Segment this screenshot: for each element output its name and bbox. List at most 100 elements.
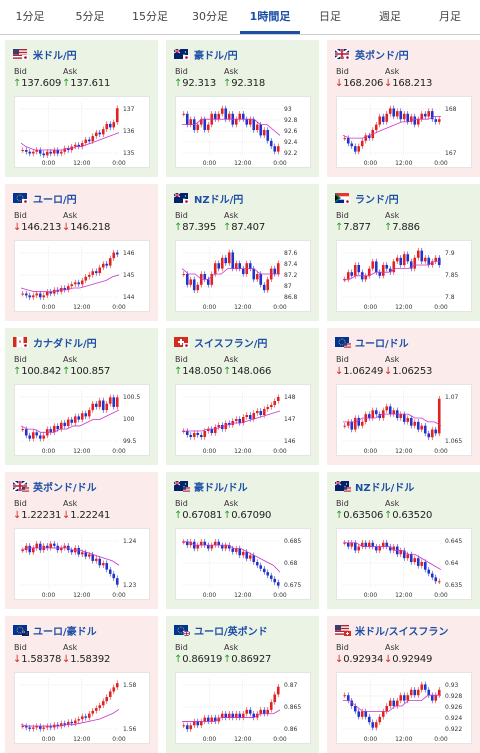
candle — [360, 542, 364, 547]
candle — [217, 113, 221, 120]
mini-chart[interactable]: 137 136 135 0:00 12:00 0:00 — [14, 96, 150, 168]
candle — [238, 713, 242, 718]
tab-2[interactable]: 15分足 — [132, 10, 168, 23]
mini-chart[interactable]: 0.645 0.64 0.635 0:00 12:00 0:00 — [336, 528, 472, 600]
rate-card[interactable]: 英ポンド/円 Bid Ask ↓168.206 ↓168.213 168 167 0… — [327, 40, 480, 177]
pair-name-link[interactable]: 米ドル/円 — [33, 50, 77, 62]
candle — [185, 431, 189, 435]
mini-chart[interactable]: 1.07 1.065 0:00 12:00 0:00 — [336, 384, 472, 456]
rate-card[interactable]: ユーロ/英ポンド Bid Ask ↑0.86919 ↑0.86927 0.87 0… — [166, 616, 319, 753]
y-tick-label: 136 — [123, 128, 135, 135]
mini-chart[interactable]: 168 167 0:00 12:00 0:00 — [336, 96, 472, 168]
candle — [388, 108, 392, 114]
candle — [213, 541, 217, 546]
pair-name-link[interactable]: 米ドル/スイスフラン — [355, 626, 449, 638]
x-tick-label: 0:00 — [364, 448, 378, 455]
candle — [399, 257, 403, 265]
y-tick-label: 1.23 — [123, 582, 137, 589]
tab-1[interactable]: 5分足 — [75, 10, 105, 23]
rate-card[interactable]: 米ドル/円 Bid Ask ↑137.609 ↑137.611 137 136 13… — [5, 40, 158, 177]
tab-4[interactable]: 1時間足 — [240, 0, 300, 34]
rate-card[interactable]: 米ドル/スイスフラン Bid Ask ↓0.92934 ↓0.92949 0.9… — [327, 616, 480, 753]
rate-card[interactable]: NZドル/円 Bid Ask ↑87.395 ↑87.407 87.6 87.4 8… — [166, 184, 319, 321]
pair-name-link[interactable]: ランド/円 — [355, 194, 399, 206]
rate-card[interactable]: ユーロ/円 Bid Ask ↓146.213 ↓146.218 146 145 14… — [5, 184, 158, 321]
rate-card[interactable]: 豪ドル/ドル Bid Ask ↑0.67081 ↑0.67090 0.685 0.… — [166, 472, 319, 609]
mini-chart[interactable]: 1.58 1.56 0:00 12:00 0:00 — [14, 672, 150, 744]
card-header: NZドル/円 — [174, 191, 244, 206]
rate-card[interactable]: ユーロ/豪ドル Bid Ask ↓1.58378 ↓1.58392 1.58 1.… — [5, 616, 158, 753]
candle — [70, 550, 74, 553]
pair-name-link[interactable]: カナダドル/円 — [33, 338, 97, 350]
eu-us-flag-icon — [335, 337, 351, 348]
x-tick-label: 0:00 — [42, 448, 56, 455]
rate-card[interactable]: カナダドル/円 Bid Ask ↑100.842 ↑100.857 100.5 1… — [5, 328, 158, 465]
pair-name-link[interactable]: NZドル/ドル — [355, 482, 415, 494]
mini-chart[interactable]: 146 145 144 0:00 12:00 0:00 — [14, 240, 150, 312]
candle — [73, 282, 77, 285]
rate-card[interactable]: 豪ドル/円 Bid Ask ↑92.313 ↑92.318 93 92.8 92.6… — [166, 40, 319, 177]
candle — [255, 124, 259, 130]
candle — [220, 108, 224, 114]
mini-chart[interactable]: 0.685 0.68 0.675 0:00 12:00 0:00 — [175, 528, 311, 600]
candle — [189, 435, 193, 437]
candle — [273, 694, 277, 703]
candle — [259, 709, 263, 714]
candle — [381, 711, 385, 717]
pair-name-link[interactable]: ユーロ/ドル — [355, 338, 409, 350]
candle — [66, 545, 70, 551]
pair-name-link[interactable]: 英ポンド/円 — [355, 50, 409, 62]
candlestick-chart: 0.93 0.928 0.926 0.924 0.922 0:00 12:00 0:00 — [343, 679, 462, 743]
candle — [416, 119, 420, 125]
tab-0[interactable]: 1分足 — [15, 10, 45, 23]
candle — [94, 403, 98, 407]
candle — [241, 113, 245, 120]
tab-3[interactable]: 30分足 — [192, 10, 228, 23]
mini-chart[interactable]: 1.24 1.23 0:00 12:00 0:00 — [14, 528, 150, 600]
candle — [406, 113, 410, 122]
tab-7[interactable]: 月足 — [439, 10, 461, 23]
tab-6[interactable]: 週足 — [379, 10, 401, 23]
pair-name-link[interactable]: スイスフラン/円 — [194, 338, 268, 350]
rate-card[interactable]: ランド/円 Bid Ask ↑7.877 ↑7.886 7.9 7.85 7.8 0:… — [327, 184, 480, 321]
candle — [73, 720, 77, 724]
candle — [105, 403, 109, 411]
candle — [371, 542, 375, 547]
mini-chart[interactable]: 0.87 0.865 0.86 0:00 12:00 0:00 — [175, 672, 311, 744]
mini-chart[interactable]: 87.6 87.4 87.2 87 86.8 0:00 12:00 0:00 — [175, 240, 311, 312]
x-tick-label: 0:00 — [434, 736, 448, 743]
pair-name-link[interactable]: 英ポンド/ドル — [33, 482, 97, 494]
ask-value: ↑0.86927 — [223, 654, 272, 665]
pair-name-link[interactable]: 豪ドル/ドル — [194, 482, 248, 494]
mini-chart[interactable]: 93 92.8 92.6 92.4 92.2 0:00 12:00 0:00 — [175, 96, 311, 168]
candle — [413, 558, 417, 562]
rate-card[interactable]: スイスフラン/円 Bid Ask ↑148.050 ↑148.066 148 14… — [166, 328, 319, 465]
pair-name-link[interactable]: 豪ドル/円 — [194, 50, 238, 62]
rate-card[interactable]: 英ポンド/ドル Bid Ask ↓1.22231 ↓1.22241 1.24 1.… — [5, 472, 158, 609]
candle — [87, 274, 91, 277]
candle — [248, 415, 252, 419]
candle — [252, 555, 256, 562]
x-tick-label: 0:00 — [364, 160, 378, 167]
mini-chart[interactable]: 100.5 100 99.5 0:00 12:00 0:00 — [14, 384, 150, 456]
mini-chart[interactable]: 7.9 7.85 7.8 0:00 12:00 0:00 — [336, 240, 472, 312]
mini-chart[interactable]: 0.93 0.928 0.926 0.924 0.922 0:00 12:00 0:00 — [336, 672, 472, 744]
mini-chart[interactable]: 148 147 146 0:00 12:00 0:00 — [175, 384, 311, 456]
bid-value: ↑7.877 — [335, 222, 371, 233]
pair-name-link[interactable]: ユーロ/豪ドル — [33, 626, 97, 638]
pair-name-link[interactable]: NZドル/円 — [194, 194, 244, 206]
candle — [196, 284, 200, 291]
candle — [213, 427, 217, 433]
candle — [409, 418, 413, 426]
pair-name-link[interactable]: ユーロ/円 — [33, 194, 77, 206]
candle — [423, 257, 427, 262]
candle — [108, 397, 112, 404]
candle — [80, 552, 84, 555]
card-header: ユーロ/英ポンド — [174, 623, 268, 638]
candle — [224, 257, 228, 264]
rate-card[interactable]: ユーロ/ドル Bid Ask ↓1.06249 ↓1.06253 1.07 1.0… — [327, 328, 480, 465]
tab-5[interactable]: 日足 — [319, 10, 341, 23]
pair-name-link[interactable]: ユーロ/英ポンド — [194, 626, 268, 638]
candle — [182, 274, 186, 275]
rate-card[interactable]: NZドル/ドル Bid Ask ↑0.63506 ↑0.63520 0.645 0… — [327, 472, 480, 609]
